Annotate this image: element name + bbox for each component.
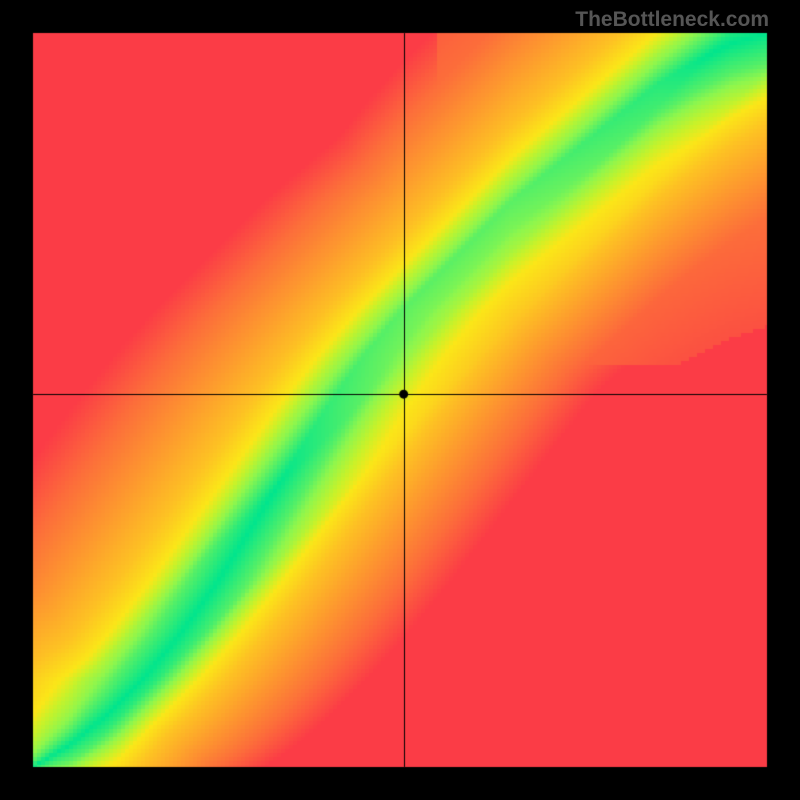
watermark-text: TheBottleneck.com [575,8,769,32]
chart-overlay [0,0,800,800]
